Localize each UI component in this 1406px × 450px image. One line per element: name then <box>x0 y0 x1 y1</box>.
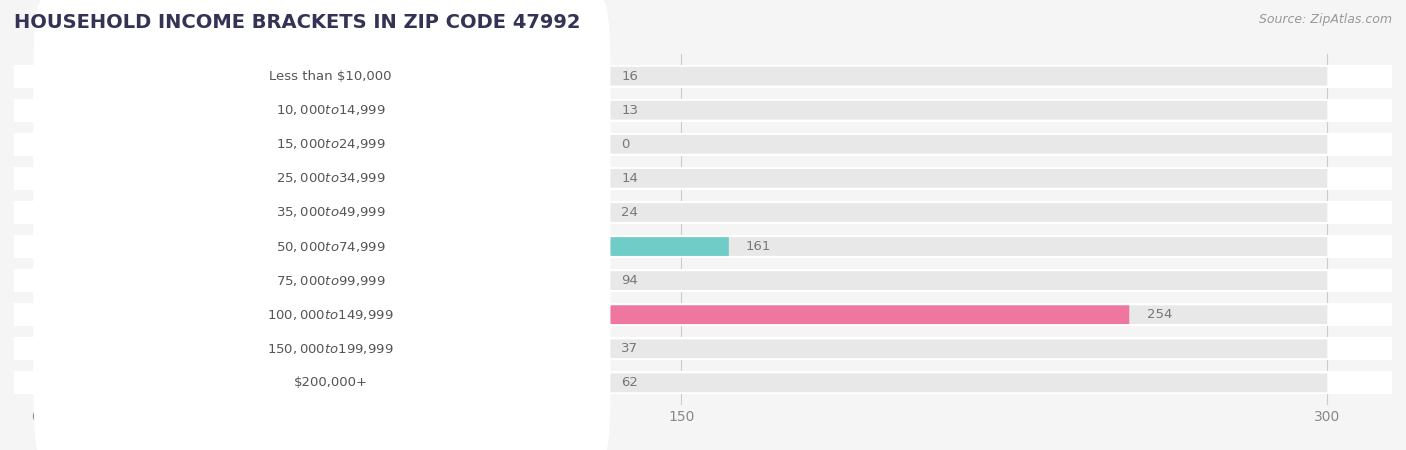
FancyBboxPatch shape <box>35 339 1327 358</box>
FancyBboxPatch shape <box>35 203 139 222</box>
Text: 94: 94 <box>621 274 638 287</box>
Text: Source: ZipAtlas.com: Source: ZipAtlas.com <box>1258 14 1392 27</box>
FancyBboxPatch shape <box>35 339 195 358</box>
Text: $15,000 to $24,999: $15,000 to $24,999 <box>276 137 385 151</box>
FancyBboxPatch shape <box>14 65 1392 88</box>
Text: $35,000 to $49,999: $35,000 to $49,999 <box>276 206 385 220</box>
FancyBboxPatch shape <box>14 371 1392 394</box>
FancyBboxPatch shape <box>34 34 610 186</box>
FancyBboxPatch shape <box>14 99 1392 122</box>
FancyBboxPatch shape <box>34 238 610 391</box>
Text: 16: 16 <box>621 70 638 83</box>
FancyBboxPatch shape <box>35 237 728 256</box>
FancyBboxPatch shape <box>34 204 610 357</box>
FancyBboxPatch shape <box>14 303 1392 326</box>
Text: $100,000 to $149,999: $100,000 to $149,999 <box>267 308 394 322</box>
Text: 62: 62 <box>621 376 638 389</box>
Text: $50,000 to $74,999: $50,000 to $74,999 <box>276 239 385 253</box>
FancyBboxPatch shape <box>35 374 1327 392</box>
FancyBboxPatch shape <box>35 237 1327 256</box>
Text: 37: 37 <box>621 342 638 355</box>
Text: 254: 254 <box>1146 308 1171 321</box>
FancyBboxPatch shape <box>35 169 96 188</box>
FancyBboxPatch shape <box>34 273 610 425</box>
Text: 24: 24 <box>621 206 638 219</box>
Text: 13: 13 <box>621 104 638 117</box>
FancyBboxPatch shape <box>35 305 1129 324</box>
FancyBboxPatch shape <box>34 68 610 220</box>
FancyBboxPatch shape <box>14 338 1392 360</box>
Text: $150,000 to $199,999: $150,000 to $199,999 <box>267 342 394 356</box>
FancyBboxPatch shape <box>35 305 1327 324</box>
FancyBboxPatch shape <box>34 307 610 450</box>
FancyBboxPatch shape <box>35 271 1327 290</box>
FancyBboxPatch shape <box>34 0 610 152</box>
Text: Less than $10,000: Less than $10,000 <box>270 70 392 83</box>
FancyBboxPatch shape <box>35 271 440 290</box>
FancyBboxPatch shape <box>34 171 610 323</box>
Text: $10,000 to $14,999: $10,000 to $14,999 <box>276 103 385 117</box>
FancyBboxPatch shape <box>14 201 1392 224</box>
FancyBboxPatch shape <box>35 67 1327 86</box>
FancyBboxPatch shape <box>35 67 104 86</box>
FancyBboxPatch shape <box>14 235 1392 258</box>
FancyBboxPatch shape <box>35 101 91 120</box>
Text: 161: 161 <box>747 240 772 253</box>
FancyBboxPatch shape <box>34 136 610 288</box>
Text: $25,000 to $34,999: $25,000 to $34,999 <box>276 171 385 185</box>
Text: $200,000+: $200,000+ <box>294 376 367 389</box>
FancyBboxPatch shape <box>35 135 1327 154</box>
FancyBboxPatch shape <box>35 374 302 392</box>
Text: 0: 0 <box>621 138 630 151</box>
FancyBboxPatch shape <box>34 102 610 255</box>
Text: HOUSEHOLD INCOME BRACKETS IN ZIP CODE 47992: HOUSEHOLD INCOME BRACKETS IN ZIP CODE 47… <box>14 14 581 32</box>
FancyBboxPatch shape <box>14 133 1392 156</box>
Text: $75,000 to $99,999: $75,000 to $99,999 <box>276 274 385 288</box>
FancyBboxPatch shape <box>14 269 1392 292</box>
FancyBboxPatch shape <box>35 203 1327 222</box>
FancyBboxPatch shape <box>35 169 1327 188</box>
Text: 14: 14 <box>621 172 638 185</box>
FancyBboxPatch shape <box>35 101 1327 120</box>
FancyBboxPatch shape <box>14 167 1392 190</box>
